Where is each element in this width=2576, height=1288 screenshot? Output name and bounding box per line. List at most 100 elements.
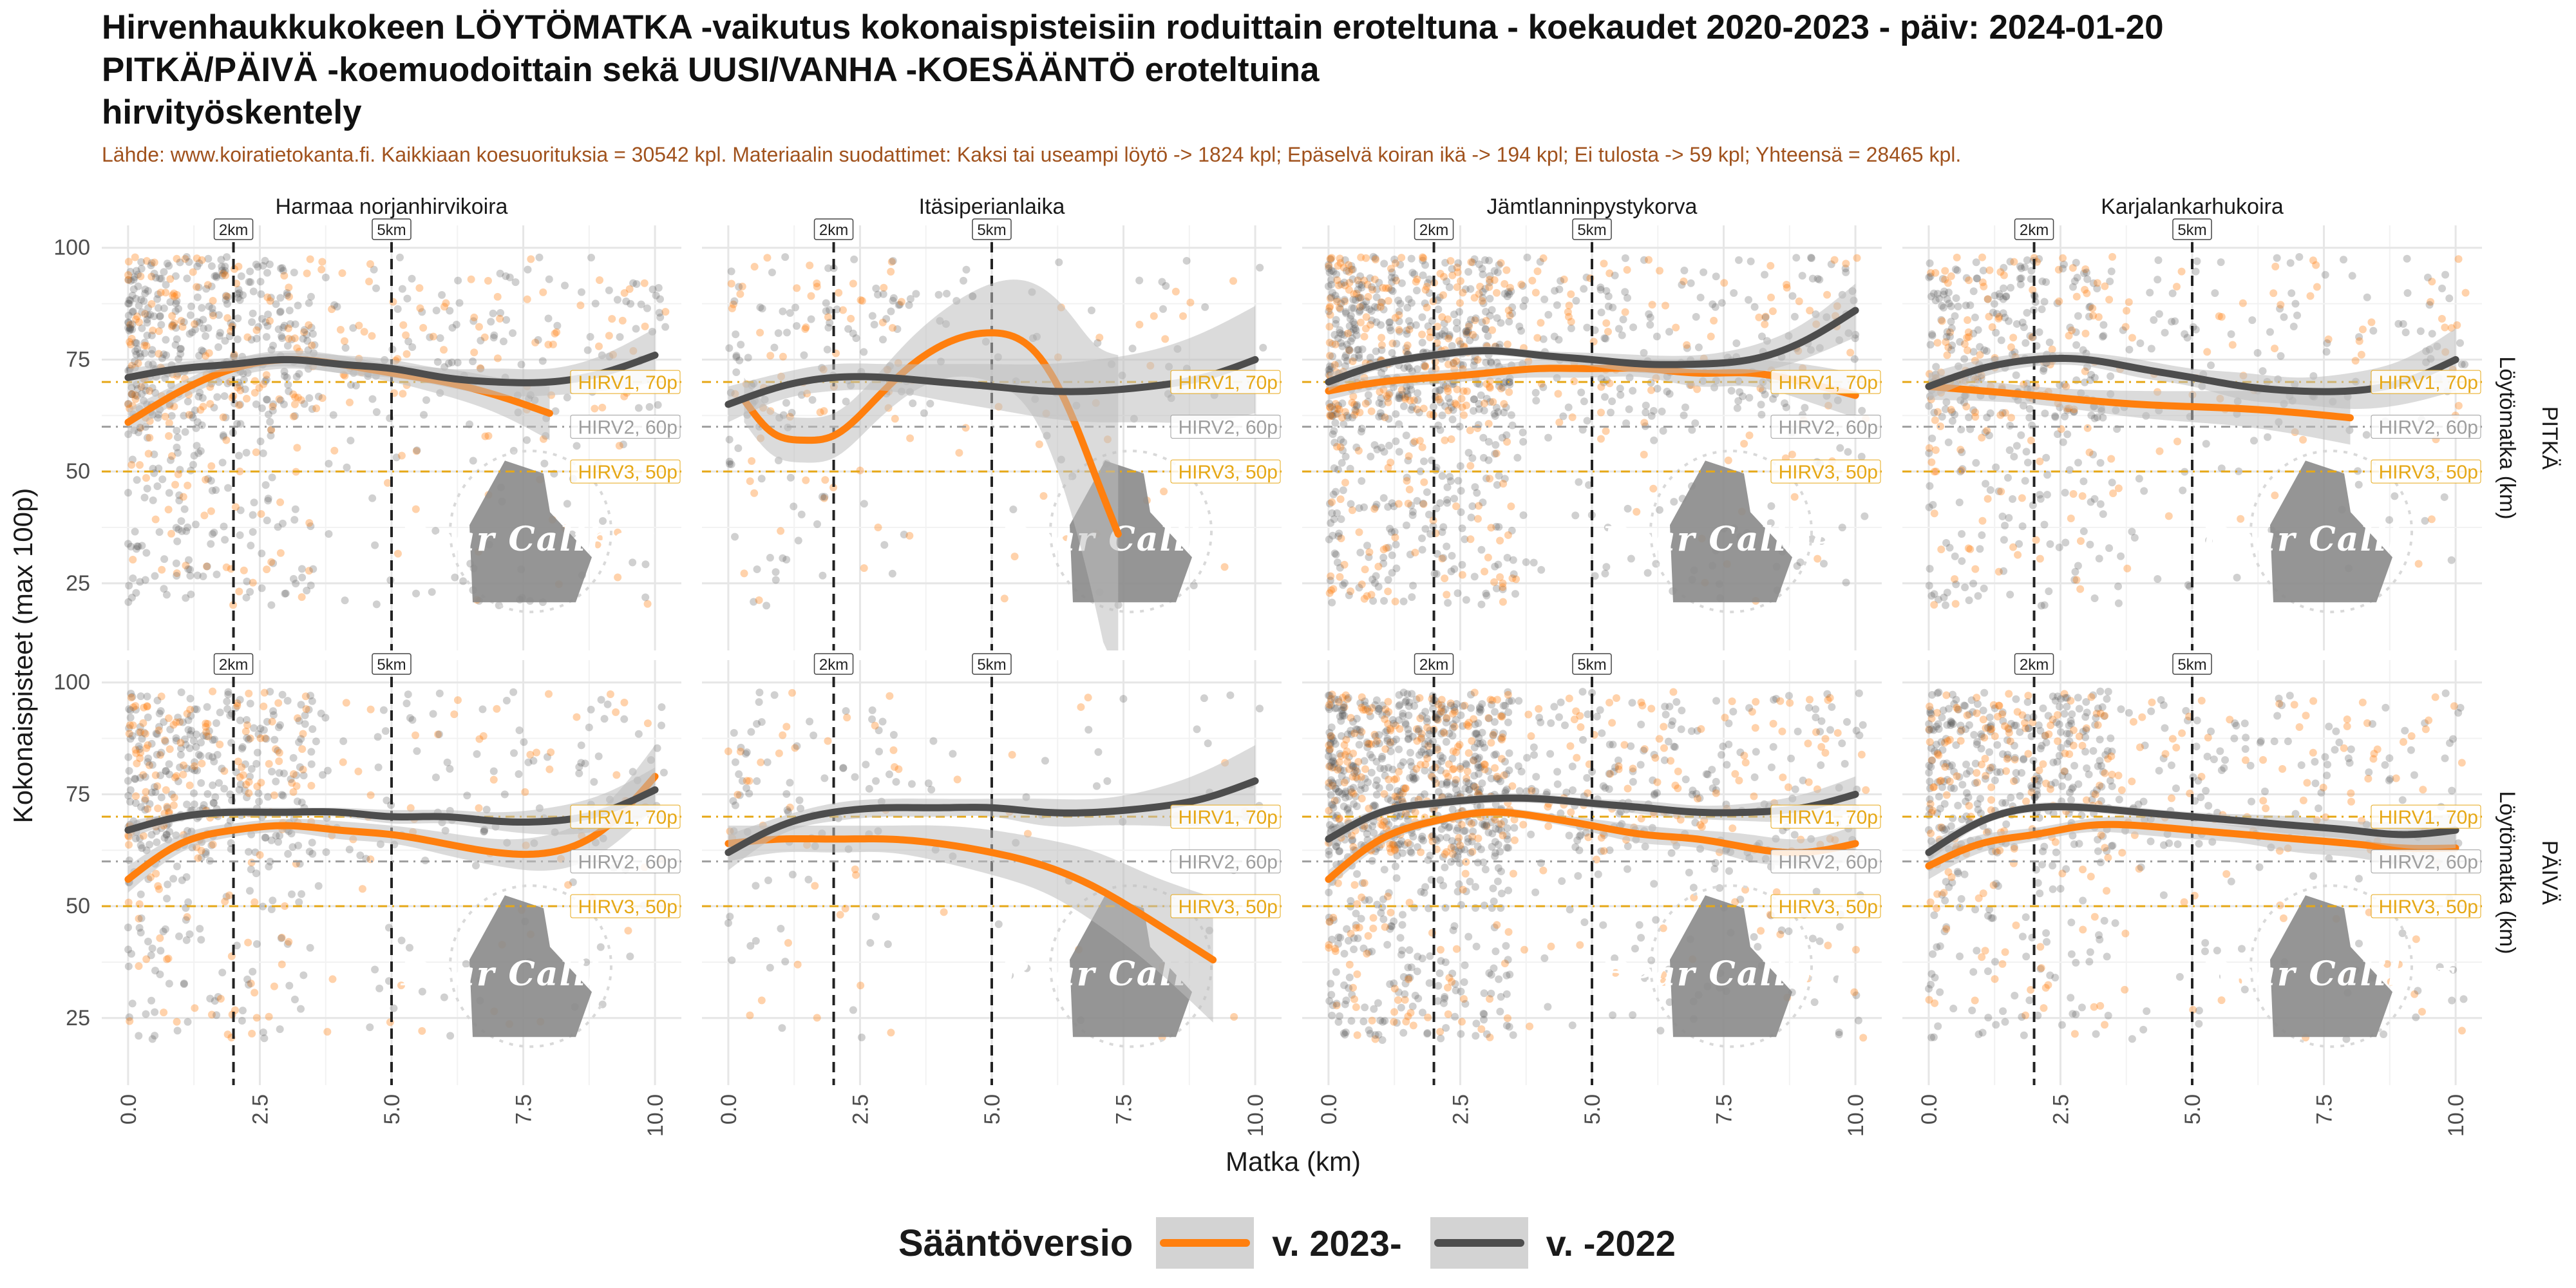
point-new-rule (2036, 554, 2044, 563)
point-old-rule (577, 288, 585, 296)
x-tick-label: 2.5 (848, 1094, 873, 1124)
point-old-rule (1341, 353, 1349, 361)
point-old-rule (236, 296, 244, 304)
point-old-rule (256, 278, 265, 286)
point-old-rule (191, 325, 200, 334)
point-old-rule (1432, 570, 1441, 578)
point-old-rule (1735, 256, 1743, 264)
point-old-rule (345, 846, 354, 854)
point-old-rule (2071, 567, 2079, 576)
point-old-rule (184, 565, 193, 573)
point-new-rule (1444, 387, 1452, 395)
point-old-rule (1420, 457, 1428, 466)
point-old-rule (658, 721, 666, 730)
point-old-rule (1380, 448, 1388, 456)
point-old-rule (154, 304, 162, 312)
point-new-rule (1504, 531, 1512, 539)
point-old-rule (155, 464, 163, 473)
point-old-rule (2321, 270, 2329, 279)
point-old-rule (249, 309, 257, 317)
point-new-rule (1475, 502, 1483, 510)
point-new-rule (155, 327, 163, 336)
point-old-rule (1624, 865, 1632, 873)
point-new-rule (225, 891, 234, 900)
point-new-rule (1554, 390, 1562, 398)
point-old-rule (218, 263, 226, 271)
point-new-rule (339, 758, 347, 766)
point-old-rule (138, 324, 146, 332)
point-old-rule (278, 519, 287, 527)
point-old-rule (146, 840, 154, 849)
point-new-rule (1480, 399, 1488, 408)
point-old-rule (2428, 330, 2436, 338)
point-old-rule (370, 265, 378, 274)
point-new-rule (2367, 318, 2376, 327)
point-old-rule (849, 1006, 857, 1014)
point-old-rule (1966, 301, 1975, 310)
point-old-rule (237, 272, 245, 280)
point-new-rule (2414, 560, 2423, 568)
point-new-rule (750, 263, 759, 271)
point-old-rule (291, 505, 299, 513)
point-new-rule (2010, 258, 2018, 266)
point-old-rule (1604, 292, 1613, 301)
point-old-rule (395, 253, 404, 261)
point-old-rule (1555, 713, 1563, 721)
point-old-rule (1385, 389, 1394, 397)
point-new-rule (821, 476, 829, 484)
point-new-rule (169, 321, 177, 330)
point-new-rule (1391, 598, 1399, 606)
point-old-rule (147, 331, 156, 339)
point-old-rule (1971, 313, 1979, 321)
point-old-rule (1969, 287, 1978, 296)
point-old-rule (185, 330, 194, 338)
point-old-rule (1989, 308, 1997, 317)
point-old-rule (290, 269, 298, 277)
point-old-rule (924, 779, 933, 788)
point-old-rule (245, 981, 253, 989)
point-old-rule (1557, 698, 1565, 706)
point-new-rule (1459, 289, 1467, 297)
point-new-rule (1331, 340, 1340, 348)
point-new-rule (275, 395, 283, 403)
x-tick-label: 5.0 (980, 1094, 1005, 1124)
point-old-rule (654, 284, 663, 292)
point-new-rule (1077, 703, 1085, 711)
point-old-rule (207, 540, 215, 548)
point-old-rule (1494, 560, 1502, 569)
point-new-rule (128, 390, 136, 398)
point-old-rule (259, 261, 267, 270)
threshold-label: HIRV3, 50p (1778, 462, 1878, 483)
point-old-rule (329, 411, 337, 419)
point-old-rule (1392, 410, 1400, 418)
watermark-text: Bear Caliber (1600, 520, 1855, 559)
chart-title-line-2: PITKÄ/PÄIVÄ -koemuodoittain sekä UUSI/VA… (102, 51, 1320, 89)
point-old-rule (163, 260, 171, 268)
point-new-rule (1596, 435, 1605, 443)
point-old-rule (1352, 331, 1361, 339)
point-old-rule (435, 689, 444, 697)
point-old-rule (1347, 328, 1355, 337)
point-new-rule (1335, 405, 1343, 413)
point-new-rule (1499, 598, 1507, 606)
point-old-rule (1367, 283, 1376, 291)
point-new-rule (291, 393, 299, 401)
point-new-rule (1783, 283, 1791, 292)
point-new-rule (1426, 334, 1434, 342)
point-old-rule (573, 442, 581, 450)
point-new-rule (234, 757, 242, 766)
point-new-rule (1352, 408, 1360, 416)
point-new-rule (1363, 281, 1372, 289)
point-new-rule (1360, 276, 1368, 285)
point-new-rule (897, 298, 905, 306)
point-new-rule (1378, 334, 1386, 342)
point-old-rule (1929, 289, 1938, 298)
point-old-rule (300, 326, 308, 334)
point-new-rule (146, 433, 154, 442)
point-old-rule (236, 381, 244, 390)
point-new-rule (209, 840, 217, 849)
point-old-rule (262, 333, 270, 341)
point-new-rule (1823, 290, 1832, 299)
point-old-rule (193, 730, 201, 739)
point-old-rule (234, 314, 242, 323)
